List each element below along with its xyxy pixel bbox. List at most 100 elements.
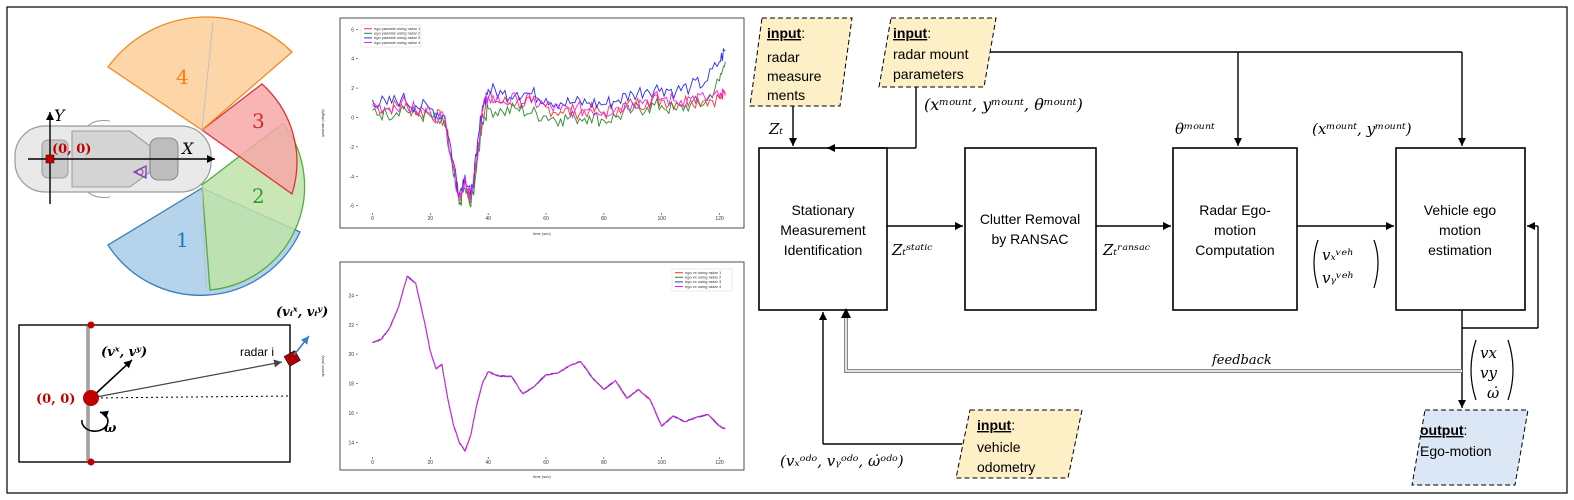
- radar-i-label: radar i: [240, 345, 274, 359]
- input-radar-line-2: measure: [767, 68, 822, 84]
- sector-label-3: 3: [252, 109, 265, 133]
- x-tick-label: 40: [485, 460, 491, 466]
- y-tick-label: 20: [348, 352, 354, 358]
- input-mount-line-1: radar mount: [893, 46, 969, 62]
- block-clutter-removal: [964, 147, 1097, 311]
- x-axis-label: X: [180, 139, 194, 158]
- x-tick-label: 120: [715, 460, 724, 466]
- speed-xlabel: time (sec): [533, 474, 551, 479]
- y-tick-label: 4: [351, 57, 354, 63]
- y-tick-label: 0: [351, 116, 354, 122]
- svg-text:input:: input:: [767, 25, 805, 41]
- zt-static-label: Zₜˢᵗᵃᵗⁱᶜ: [891, 241, 933, 259]
- y-tick-label: 16: [348, 411, 354, 417]
- radar-fov-figure: 1 2 3 4 Y X (0, 0): [14, 16, 306, 296]
- y-tick-label: 18: [348, 382, 354, 388]
- radar-velocity-label: (vᵢˣ, vᵢʸ): [276, 305, 328, 320]
- input-radar-measurements: [749, 17, 853, 107]
- vehicle-velocity-label: (vˣ, vʸ): [101, 345, 147, 360]
- block-1-line-3: Identification: [784, 242, 863, 258]
- xy-mount-label: (xᵐᵒᵘⁿᵗ, yᵐᵒᵘⁿᵗ): [1312, 120, 1412, 138]
- vehicle-body: [18, 324, 291, 463]
- series-line-3: [372, 47, 726, 197]
- x-tick-label: 0: [371, 216, 374, 222]
- legend-box: [360, 24, 422, 48]
- x-tick-label: 20: [428, 216, 434, 222]
- kinematic-figure: ω (vˣ, vʸ) (0, 0) (vᵢˣ, vᵢʸ) radar i: [18, 305, 328, 466]
- block-1-line-2: Measurement: [780, 222, 866, 238]
- svg-text:input:: input:: [893, 25, 931, 41]
- series-line-1: [372, 89, 726, 204]
- x-tick-label: 120: [715, 216, 724, 222]
- omega-label: ω: [104, 421, 117, 436]
- legend-box: [671, 268, 733, 292]
- feedback-label: feedback: [1211, 353, 1272, 368]
- y-tick-label: 14: [348, 440, 354, 446]
- sector-label-1: 1: [176, 228, 189, 252]
- legend-entry: ego yawrate using radar 1: [374, 26, 421, 31]
- v-veh-x-label: vₓᵛᵉʰ: [1322, 246, 1354, 264]
- legend-entry: ego vx using radar 2: [685, 275, 722, 280]
- block-4-line-3: estimation: [1428, 242, 1492, 258]
- input-keyword-radar: input: [767, 25, 802, 41]
- legend-entry: ego yawrate using radar 2: [374, 31, 421, 36]
- radar-velocity-vector: [293, 335, 310, 356]
- y-axis-label: Y: [54, 106, 66, 125]
- svg-text:input:: input:: [977, 417, 1015, 433]
- flow-diagram: input: radar measure ments input: radar …: [749, 17, 1539, 486]
- block-2-line-1: Clutter Removal: [980, 211, 1080, 227]
- y-tick-label: -4: [350, 174, 355, 180]
- input-keyword-odometry: input: [977, 417, 1012, 433]
- input-radar-line-1: radar: [767, 49, 800, 65]
- radar-sector-4: [107, 16, 293, 131]
- x-tick-label: 80: [601, 216, 607, 222]
- odometry-symbol-label: (vₓᵒᵈᵒ, vᵧᵒᵈᵒ, ω̇ᵒᵈᵒ): [780, 452, 904, 470]
- input-mount-parameters: [878, 17, 997, 88]
- input-mount-line-2: parameters: [893, 66, 964, 82]
- input-radar-line-3: ments: [767, 87, 805, 103]
- out-omega-label: ω̇: [1487, 384, 1499, 402]
- series-line-2: [372, 61, 726, 208]
- x-tick-label: 100: [658, 216, 667, 222]
- legend-entry: ego yawrate using radar 3: [374, 35, 421, 40]
- zt-ransac-label: Zₜʳᵃⁿˢᵃᶜ: [1102, 241, 1150, 259]
- x-tick-label: 0: [371, 460, 374, 466]
- input-odometry-line-1: vehicle: [977, 439, 1021, 455]
- theta-mount-label: θᵐᵒᵘⁿᵗ: [1175, 120, 1215, 138]
- block-vehicle-ego-estimation: [1395, 147, 1526, 311]
- sector-label-4: 4: [176, 65, 189, 89]
- input-odometry-line-2: odometry: [977, 459, 1035, 475]
- series-line-4: [372, 275, 726, 453]
- x-tick-label: 60: [543, 460, 549, 466]
- svg-text:output:: output:: [1420, 422, 1467, 438]
- v-veh-y-label: vᵧᵛᵉʰ: [1322, 269, 1354, 287]
- block-1-line-1: Stationary: [791, 202, 854, 218]
- y-tick-label: 6: [351, 27, 354, 33]
- block-4-line-1: Vehicle ego: [1424, 202, 1497, 218]
- yawrate-chart: 0 20 40 60 80 100 120 -6 -4 -2 0 2 4 6 time (sec) yaw…: [320, 17, 745, 236]
- y-tick-label: 2: [351, 86, 354, 92]
- legend-entry: ego vx using radar 3: [685, 279, 722, 284]
- legend-entry: ego vx using radar 1: [685, 270, 722, 275]
- radar-i-icon: [283, 350, 301, 367]
- out-vy-label: vy: [1480, 364, 1497, 382]
- outer-border: [6, 6, 1568, 494]
- y-tick-label: 22: [348, 323, 354, 329]
- zt-label: Zₜ: [768, 120, 783, 138]
- y-tick-label: -6: [350, 204, 355, 210]
- radar-sector-3: [200, 83, 298, 196]
- input-vehicle-odometry: [955, 409, 1083, 479]
- speed-chart: 0 20 40 60 80 100 120 14 16 18 20 22 24 time (sec) s…: [320, 261, 745, 479]
- output-ego-motion: [1411, 409, 1529, 486]
- input-keyword-mount: input: [893, 25, 928, 41]
- block-stationary-identification: [758, 147, 888, 311]
- radar-vector: [90, 359, 283, 399]
- origin-marker: [45, 154, 55, 164]
- yaw-xlabel: time (sec): [533, 231, 551, 236]
- x-tick-label: 80: [601, 460, 607, 466]
- vehicle-origin-label: (0, 0): [36, 392, 75, 407]
- rotation-arrow-icon: [81, 410, 109, 432]
